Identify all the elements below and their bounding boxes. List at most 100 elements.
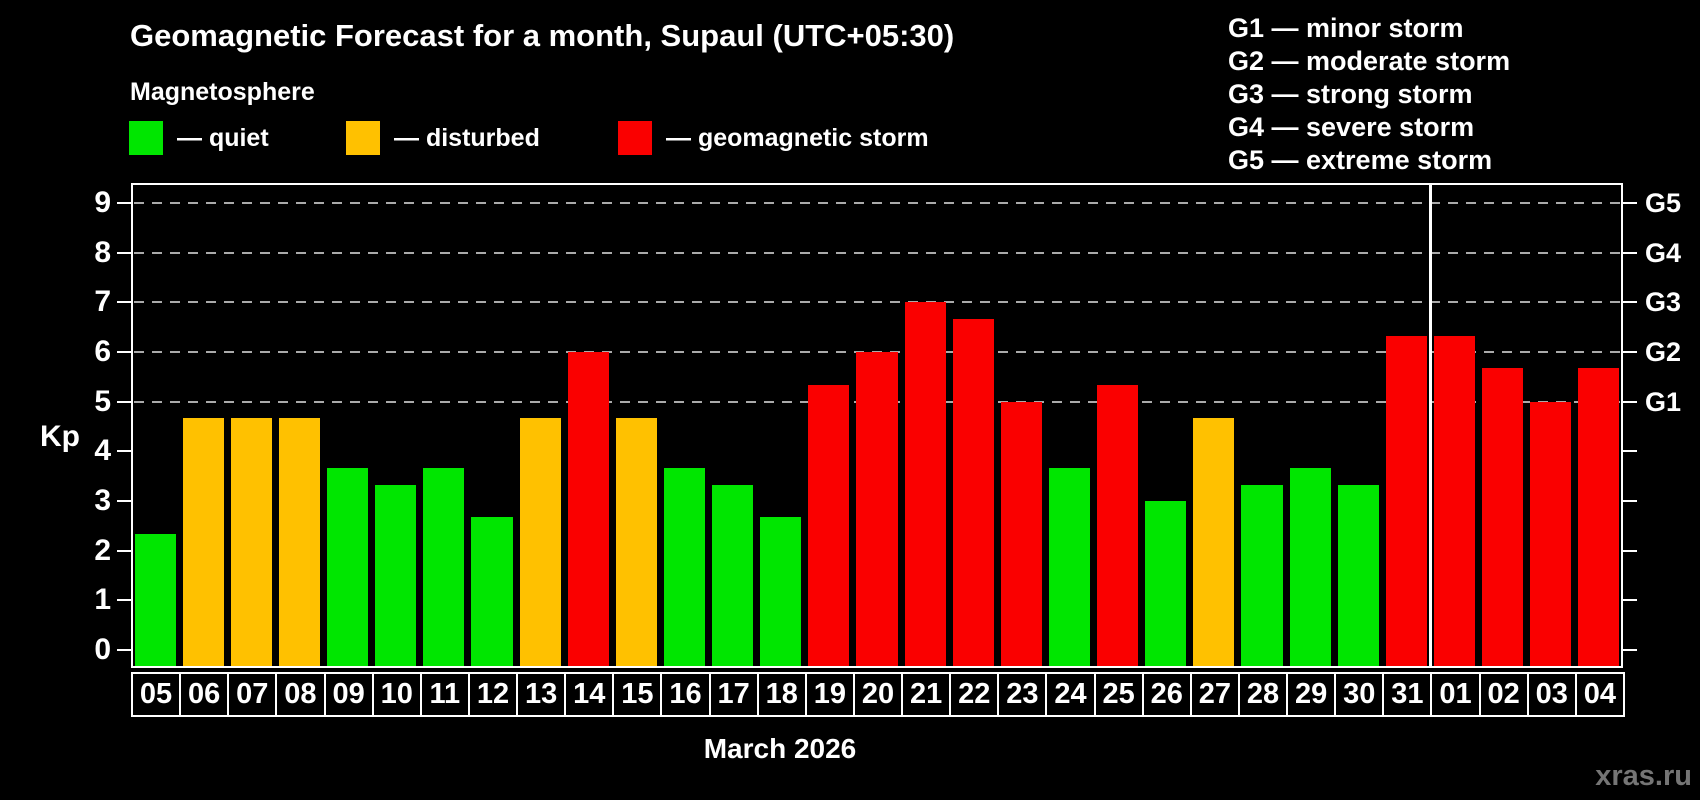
y-axis-label-0: 0 [94,633,111,666]
x-axis-day-label-04: 04 [1574,672,1625,717]
y-axis-tick-left-4 [117,450,131,453]
y-axis-tick-right-1 [1623,599,1637,602]
x-axis-day-label-03: 03 [1526,672,1577,717]
y-axis-tick-right-0 [1623,649,1637,651]
x-axis-day-label-12: 12 [467,672,519,717]
kp-bar-day-04 [1578,368,1620,666]
g-legend-line-5: G5 — extreme storm [1228,145,1493,175]
g-legend-line-3: G3 — strong storm [1228,79,1473,109]
y-axis-tick-left-7 [117,301,131,304]
x-axis-day-label-17: 17 [708,672,759,717]
y-axis-tick-left-8 [117,251,131,254]
x-axis-day-label-07: 07 [227,672,278,717]
x-axis-day-label-20: 20 [852,672,904,717]
xras-watermark: xras.ru [1595,760,1692,792]
magnetosphere-label: Magnetosphere [130,78,315,106]
storm-scale-legend: G1 — minor storm G2 — moderate storm G3 — … [1228,12,1510,177]
right-axis-label-G4: G4 [1645,237,1682,268]
kp-bar-day-16 [663,467,706,666]
x-axis-day-label-06: 06 [179,672,230,717]
y-axis-tick-right-6 [1623,350,1637,353]
y-axis-tick-right-4 [1623,450,1637,453]
kp-bar-day-13 [519,418,561,666]
y-axis-label-3: 3 [94,483,111,517]
x-axis-day-label-15: 15 [612,672,663,717]
kp-bar-day-01 [1433,335,1476,666]
y-axis-label-9: 9 [94,185,111,219]
kp-bar-day-14 [567,351,609,666]
y-axis-tick-left-2 [117,549,131,552]
kp-bar-day-20 [856,351,898,666]
x-axis-day-label-14: 14 [564,672,615,717]
x-axis-day-label-26: 26 [1141,672,1192,717]
y-axis-tick-right-9 [1623,201,1637,204]
gridline-kp7 [134,301,1620,304]
legend-label-disturbed: — disturbed [394,124,540,152]
x-axis-day-label-28: 28 [1237,672,1289,717]
kp-bar-day-26 [1145,500,1187,666]
y-axis-label-4: 4 [94,434,111,468]
right-axis-label-G5: G5 [1645,187,1682,218]
x-axis-day-label-19: 19 [804,672,855,717]
kp-bar-day-27 [1193,418,1235,666]
legend-label-quiet: — quiet [177,124,269,152]
x-axis-day-label-13: 13 [516,672,567,717]
kp-bar-day-08 [278,418,320,666]
legend-swatch-storm-icon [618,121,652,155]
kp-bar-day-15 [615,418,657,666]
y-axis-label-5: 5 [94,384,111,418]
right-axis-label-G1: G1 [1645,386,1682,417]
kp-bar-day-03 [1530,401,1572,666]
x-axis-day-label-16: 16 [660,672,711,717]
x-axis-day-label-02: 02 [1478,672,1529,717]
kp-bar-day-22 [952,318,994,666]
x-axis-day-label-08: 08 [275,672,326,717]
page-title: Geomagnetic Forecast for a month, Supaul… [130,18,955,53]
legend-swatch-disturbed-icon [346,121,380,155]
y-axis-tick-left-3 [117,499,131,502]
gridline-kp8 [134,251,1620,254]
x-axis-day-label-24: 24 [1045,672,1096,717]
x-axis-day-label-27: 27 [1189,672,1240,717]
kp-bar-day-19 [808,385,850,666]
x-axis-day-label-18: 18 [756,672,807,717]
y-axis-tick-left-1 [117,599,131,602]
y-axis-tick-left-5 [117,400,131,403]
kp-bar-day-10 [375,484,417,666]
kp-bar-day-07 [230,418,272,666]
g-legend-line-4: G4 — severe storm [1228,112,1475,142]
kp-bar-day-02 [1482,368,1524,666]
x-axis-day-label-30: 30 [1334,672,1385,717]
month-separator [1429,185,1433,666]
legend-item-storm: — geomagnetic storm [618,121,929,155]
x-axis-day-label-05: 05 [131,672,182,717]
y-axis-tick-left-6 [117,350,131,353]
kp-bar-day-09 [327,467,369,666]
kp-bar-day-11 [423,467,465,666]
y-axis-tick-right-7 [1623,301,1637,304]
kp-bar-day-30 [1337,484,1379,666]
kp-bar-day-21 [904,302,946,666]
kp-bar-day-12 [471,517,513,666]
kp-bar-day-05 [134,534,176,666]
y-axis-label-2: 2 [94,533,111,567]
x-axis-day-label-01: 01 [1430,672,1481,717]
y-axis-tick-right-2 [1623,549,1637,552]
y-axis-tick-left-9 [117,201,131,204]
kp-bar-day-28 [1241,484,1283,666]
x-axis-day-label-23: 23 [997,672,1048,717]
x-axis-day-label-31: 31 [1382,672,1433,717]
x-axis-day-label-10: 10 [371,672,422,717]
kp-bar-day-18 [760,517,802,666]
kp-bar-day-23 [1000,401,1042,666]
x-axis-day-label-21: 21 [901,672,952,717]
y-axis-label-7: 7 [94,285,111,319]
g-legend-line-2: G2 — moderate storm [1228,46,1511,76]
kp-bar-day-29 [1289,467,1331,666]
y-axis-title: Kp [40,420,80,453]
right-axis-label-G3: G3 [1645,287,1682,318]
legend-label-storm: — geomagnetic storm [666,124,929,152]
kp-bar-day-31 [1385,335,1427,666]
y-axis-tick-right-3 [1623,499,1637,502]
